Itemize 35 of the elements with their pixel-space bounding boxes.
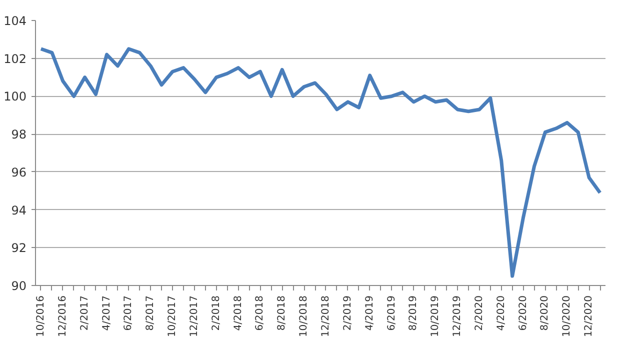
- y-tick-label: 94: [11, 203, 27, 218]
- x-tick-label: 10/2016: [35, 295, 46, 338]
- y-tick-label: 92: [11, 241, 27, 256]
- x-tick-label: 6/2019: [386, 295, 398, 331]
- x-tick-label: 12/2019: [452, 295, 464, 338]
- y-tick-label: 96: [11, 165, 27, 180]
- x-tick-label: 12/2016: [57, 295, 68, 338]
- x-tick-label: 2/2020: [474, 295, 485, 331]
- x-tick-label: 2/2018: [210, 295, 222, 331]
- y-tick-label: 104: [4, 14, 26, 28]
- x-tick-label: 12/2020: [584, 295, 595, 338]
- x-tick-label: 2/2019: [342, 295, 354, 331]
- x-tick-label: 8/2017: [145, 295, 156, 331]
- x-tick-label: 6/2018: [254, 295, 266, 331]
- x-tick-label: 4/2020: [496, 295, 507, 331]
- x-tick-label: 12/2017: [188, 295, 200, 338]
- x-tick-label: 12/2018: [320, 295, 332, 338]
- x-tick-label: 10/2019: [430, 295, 442, 338]
- x-tick-label: 4/2019: [364, 295, 376, 331]
- x-tick-label: 8/2020: [540, 295, 551, 331]
- y-tick-label: 98: [11, 128, 27, 142]
- x-tick-label: 4/2017: [101, 295, 112, 331]
- x-tick-label: 4/2018: [232, 295, 244, 331]
- x-tick-label: 8/2019: [408, 295, 420, 331]
- y-tick-label: 102: [4, 52, 26, 66]
- x-tick-label: 10/2018: [298, 295, 310, 338]
- y-tick-label: 90: [11, 279, 27, 293]
- x-tick-label: 2/2017: [79, 295, 90, 331]
- x-tick-label: 8/2018: [276, 295, 288, 331]
- x-tick-label: 6/2017: [123, 295, 134, 331]
- x-tick-label: 10/2020: [562, 295, 573, 338]
- x-tick-label: 6/2020: [518, 295, 529, 331]
- line-series: [39, 47, 602, 278]
- y-tick-label: 100: [4, 90, 26, 104]
- x-tick-label: 10/2017: [167, 295, 178, 338]
